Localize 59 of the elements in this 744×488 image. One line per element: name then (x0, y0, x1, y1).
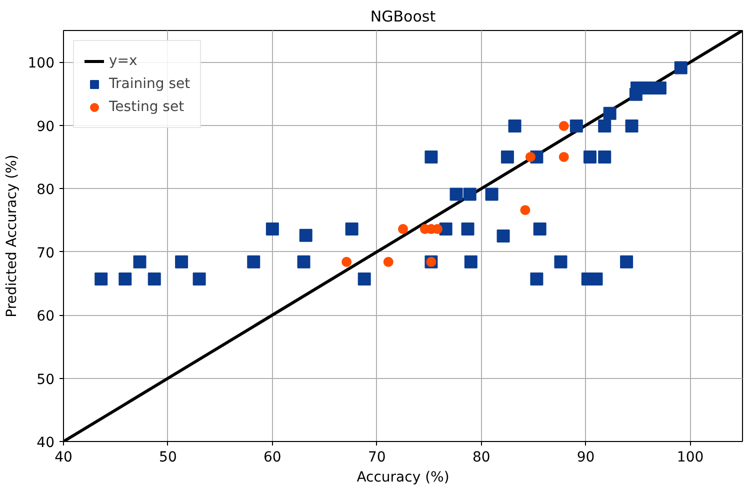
point (598, 119, 612, 132)
point (508, 119, 522, 132)
legend-label: Testing set (109, 99, 184, 115)
point (463, 188, 476, 201)
y-tick-label: 90 (36, 118, 55, 135)
point (148, 272, 161, 286)
x-tick-label: 40 (54, 450, 72, 466)
x-axis-title: Accuracy (%) (356, 470, 450, 486)
y-tick-label: 60 (36, 308, 55, 325)
point (520, 205, 530, 216)
x-tick-label: 90 (576, 450, 595, 466)
x-tick-label: 80 (472, 450, 490, 466)
chart-title: NGBoost (370, 8, 436, 26)
point (133, 255, 146, 268)
y-tick-label: 70 (36, 245, 55, 262)
point (558, 152, 569, 162)
point (485, 188, 498, 201)
legend-label: y=x (109, 53, 138, 69)
x-tick-label: 60 (264, 450, 282, 466)
point (192, 272, 206, 286)
point (358, 272, 371, 286)
x-tick-label: 100 (676, 450, 704, 466)
point (118, 272, 132, 286)
point (525, 152, 536, 162)
x-tick-label: 50 (159, 450, 177, 466)
point (558, 120, 569, 131)
point (533, 222, 546, 236)
point (450, 188, 463, 201)
point (500, 150, 514, 164)
point (247, 255, 260, 268)
point (674, 61, 688, 74)
point (554, 255, 568, 268)
y-tick-label: 100 (28, 56, 55, 72)
point (598, 150, 612, 164)
y-tick-label: 50 (36, 372, 55, 388)
y-tick-label: 80 (36, 182, 55, 198)
point (603, 106, 616, 120)
point (297, 255, 310, 268)
point (530, 272, 544, 286)
point (266, 222, 279, 236)
point (299, 228, 312, 242)
point (424, 150, 438, 164)
point (461, 222, 474, 236)
point (496, 230, 510, 242)
point (398, 224, 408, 234)
point (345, 222, 358, 236)
point (570, 119, 583, 132)
point (625, 119, 638, 132)
point (175, 255, 188, 268)
point (342, 256, 352, 267)
point (583, 150, 596, 164)
y-axis-title: Predicted Accuracy (%) (4, 154, 20, 318)
y-tick-label: 40 (36, 435, 55, 451)
point (94, 272, 108, 286)
point (464, 255, 478, 268)
point (620, 255, 634, 268)
legend-label: Training set (109, 76, 190, 92)
x-tick-label: 70 (368, 450, 386, 466)
point (383, 256, 394, 267)
